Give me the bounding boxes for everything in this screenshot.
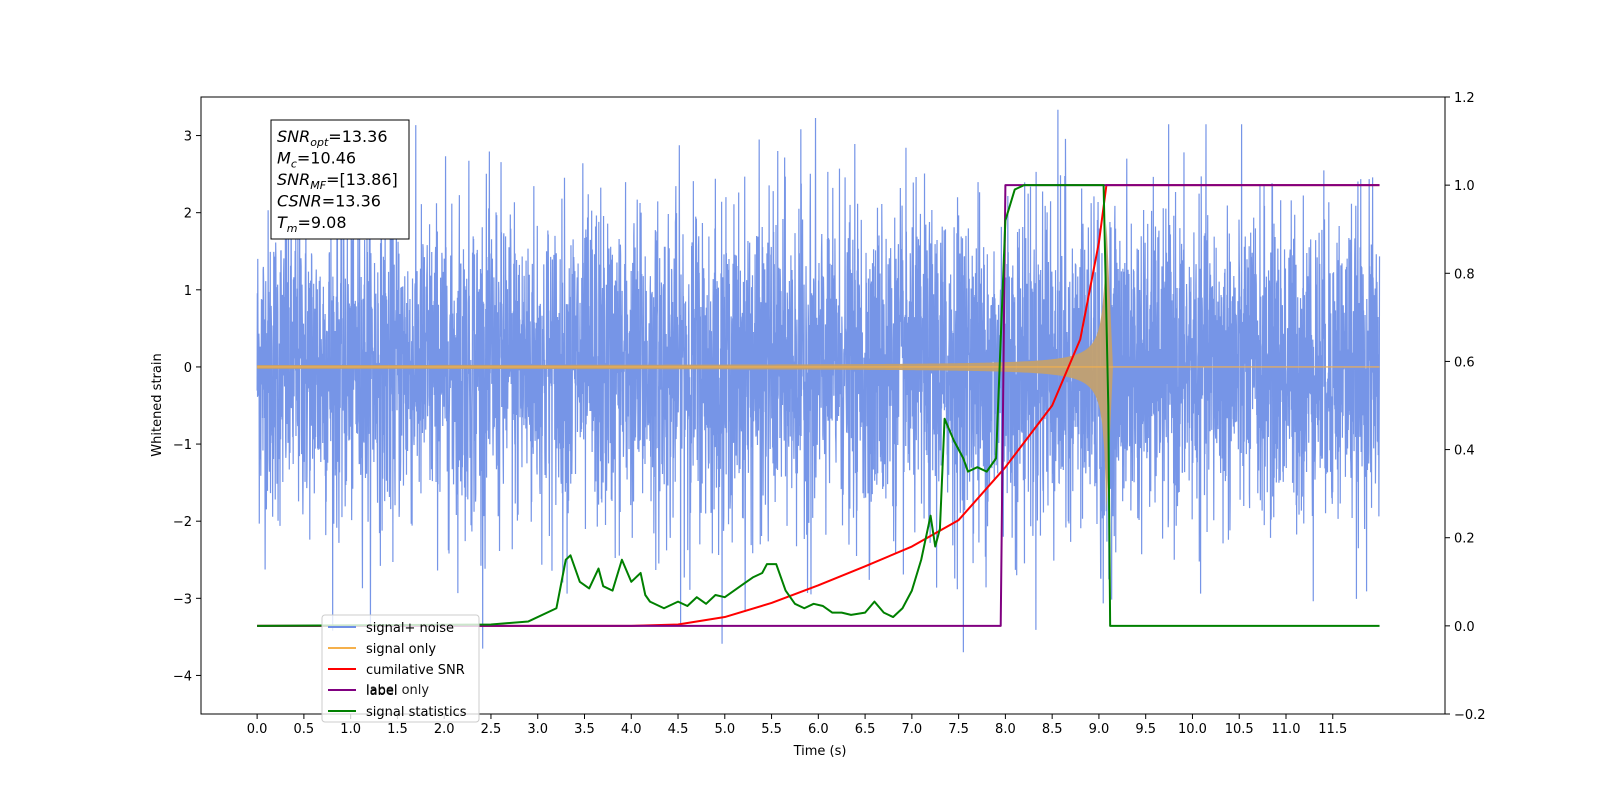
x-tick-label: 11.0: [1272, 722, 1301, 737]
y-right-tick-label: 0.4: [1454, 444, 1475, 459]
x-axis-ticks: 0.0 0.5 1.0 1.5 2.0 2.5 3.0 3.5 4.0 4.5 5.0 5.5 6.0 6…: [247, 714, 1347, 737]
x-tick-label: 2.5: [481, 722, 502, 737]
x-tick-label: 4.0: [621, 722, 642, 737]
x-tick-label: 7.0: [902, 722, 923, 737]
x-tick-label: 0.5: [294, 722, 315, 737]
x-tick-label: 9.5: [1135, 722, 1156, 737]
annotation-line: Tm=9.08: [277, 213, 347, 235]
legend-frame: [321, 614, 480, 723]
legend-entry-label: cumilative SNR: [366, 663, 465, 678]
x-tick-label: 7.5: [948, 722, 969, 737]
x-tick-label: 5.5: [761, 722, 782, 737]
annotation-value: =13.36: [322, 192, 381, 211]
legend-entry-label: signal statistics: [366, 705, 467, 720]
annotation-value: =13.36: [328, 127, 387, 146]
annotation-frame: [270, 119, 410, 240]
y-right-tick-label: 1.0: [1454, 179, 1475, 194]
legend-entry-label: label: [366, 684, 397, 699]
plot-frame: [200, 96, 1446, 715]
x-tick-label: 5.0: [714, 722, 735, 737]
y-left-axis-ticks: 3 2 1 0 −1 −2 −3 −4: [173, 130, 201, 684]
series-signal-statistics: [257, 184, 1380, 627]
y-axis-title: Whitened strain: [150, 353, 165, 456]
x-tick-label: 3.0: [527, 722, 548, 737]
x-tick-label: 2.0: [434, 722, 455, 737]
x-tick-label: 1.0: [340, 722, 361, 737]
series-cumilative-snr: [257, 184, 1380, 627]
y-left-tick-label: 0: [184, 361, 192, 376]
x-tick-label: 0.0: [247, 722, 268, 737]
annotation-subscript: MF: [310, 179, 326, 192]
x-tick-label: 9.0: [1089, 722, 1110, 737]
y-right-tick-label: 0.6: [1454, 355, 1475, 370]
annotation-line: SNRopt=13.36: [277, 127, 388, 149]
annotation-line: Mc=10.46: [277, 149, 356, 171]
annotation-symbol: SNR: [277, 127, 310, 146]
y-left-tick-label: 2: [184, 207, 192, 222]
y-right-tick-label: 0.2: [1454, 532, 1475, 547]
x-tick-label: 10.0: [1178, 722, 1207, 737]
legend-entry-label: signal only: [366, 642, 436, 657]
annotation-subscript: opt: [310, 136, 329, 149]
annotation-symbol: CSNR: [277, 192, 322, 211]
series-layer: [256, 109, 1381, 653]
annotation-subscript: c: [291, 158, 297, 171]
y-right-tick-label: 1.2: [1454, 91, 1475, 106]
x-tick-label: 10.5: [1225, 722, 1254, 737]
y-right-tick-label: 0.8: [1454, 267, 1475, 282]
y-left-tick-label: −3: [173, 592, 192, 607]
y-left-tick-label: 1: [184, 284, 192, 299]
y-left-tick-label: −4: [173, 669, 192, 684]
legend-entry-label: signal+ noise: [366, 621, 454, 636]
x-tick-label: 6.0: [808, 722, 829, 737]
series-signal-noise: [256, 109, 1381, 653]
legend: label only signal+ noise signal only cumila…: [321, 614, 480, 723]
annotation-box: SNRopt=13.36Mc=10.46SNRMF=[13.86]CSNR=13…: [270, 119, 410, 240]
x-tick-label: 8.5: [1042, 722, 1063, 737]
y-right-axis-ticks: 1.2 1.0 0.8 0.6 0.4 0.2 0.0 −0.2: [1445, 91, 1486, 723]
x-tick-label: 1.5: [387, 722, 408, 737]
y-left-tick-label: −1: [173, 438, 192, 453]
x-tick-label: 3.5: [574, 722, 595, 737]
annotation-value: =[13.86]: [326, 170, 398, 189]
y-left-tick-label: 3: [184, 130, 192, 145]
annotation-value: =10.46: [297, 149, 356, 168]
legend-overlap-text: label only: [366, 683, 429, 698]
annotation-symbol: T: [277, 213, 288, 232]
annotation-line: SNRMF=[13.86]: [277, 170, 398, 192]
annotation-value: =9.08: [298, 213, 347, 232]
x-axis-title: Time (s): [793, 744, 847, 759]
y-right-tick-label: 0.0: [1454, 620, 1475, 635]
y-left-tick-label: −2: [173, 515, 192, 530]
annotation-line: CSNR=13.36: [277, 192, 381, 211]
annotation-subscript: m: [287, 222, 298, 235]
x-tick-label: 4.5: [668, 722, 689, 737]
x-tick-label: 11.5: [1318, 722, 1347, 737]
x-tick-label: 8.0: [995, 722, 1016, 737]
annotation-symbol: M: [277, 149, 291, 168]
x-tick-label: 6.5: [855, 722, 876, 737]
y-right-tick-label: −0.2: [1454, 708, 1486, 723]
annotation-symbol: SNR: [277, 170, 310, 189]
